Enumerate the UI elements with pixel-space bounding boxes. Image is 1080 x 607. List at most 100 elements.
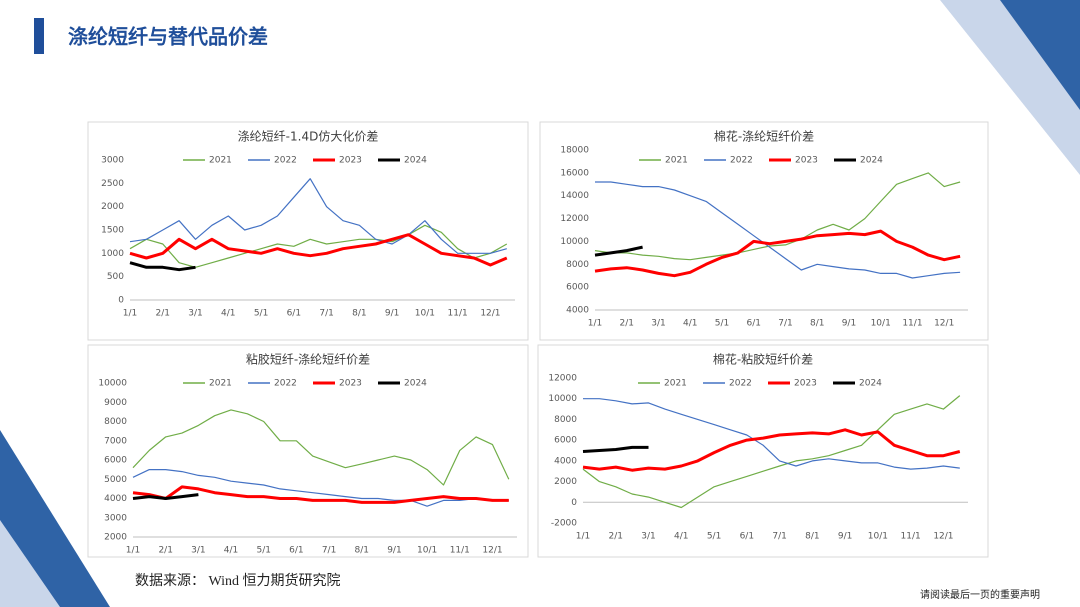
y-tick-label: 6000 [566, 283, 589, 293]
x-tick-label: 10/1 [415, 309, 435, 319]
x-tick-label: 9/1 [838, 532, 852, 542]
x-tick-label: 12/1 [934, 319, 954, 329]
title-bar [34, 18, 44, 54]
x-tick-label: 7/1 [322, 546, 336, 556]
x-tick-label: 5/1 [254, 309, 268, 319]
y-tick-label: 3000 [101, 156, 124, 166]
legend-label: 2024 [860, 156, 883, 166]
x-tick-label: 2/1 [609, 532, 623, 542]
y-tick-label: 12000 [548, 374, 577, 384]
y-tick-label: 4000 [566, 306, 589, 316]
x-tick-label: 12/1 [482, 546, 502, 556]
series-line [132, 493, 199, 500]
x-tick-label: 3/1 [191, 546, 205, 556]
chart-title: 涤纶短纤-1.4D仿大化价差 [238, 130, 379, 144]
x-tick-label: 3/1 [188, 309, 202, 319]
x-tick-label: 3/1 [641, 532, 655, 542]
y-tick-label: 16000 [560, 168, 589, 178]
legend-label: 2023 [795, 156, 818, 166]
y-tick-label: 12000 [560, 214, 589, 224]
chart-panel [539, 121, 989, 341]
series-line [129, 178, 507, 254]
legend-label: 2022 [274, 156, 297, 166]
y-tick-label: 6000 [104, 456, 127, 466]
y-tick-label: 1000 [101, 249, 124, 259]
y-tick-label: 0 [571, 498, 577, 508]
decor-triangle [1000, 0, 1080, 110]
x-tick-label: 8/1 [805, 532, 819, 542]
x-tick-label: 11/1 [901, 532, 921, 542]
legend-label: 2023 [339, 156, 362, 166]
x-tick-label: 5/1 [256, 546, 270, 556]
legend-label: 2021 [664, 379, 687, 389]
x-tick-label: 1/1 [576, 532, 590, 542]
x-tick-label: 7/1 [778, 319, 792, 329]
legend-label: 2022 [730, 156, 753, 166]
x-tick-label: 2/1 [620, 319, 634, 329]
y-tick-label: 2500 [101, 179, 124, 189]
x-tick-label: 9/1 [842, 319, 856, 329]
series-line [132, 485, 509, 504]
legend-label: 2021 [665, 156, 688, 166]
series-line [583, 398, 960, 470]
slide-title: 涤纶短纤与替代品价差 [68, 25, 268, 49]
x-tick-label: 9/1 [387, 546, 401, 556]
y-tick-label: 10000 [560, 237, 589, 247]
disclaimer: 请阅读最后一页的重要声明 [920, 588, 1040, 601]
x-tick-label: 11/1 [902, 319, 922, 329]
legend-label: 2024 [404, 379, 427, 389]
y-tick-label: 5000 [104, 475, 127, 485]
legend-label: 2022 [729, 379, 752, 389]
x-tick-label: 6/1 [287, 309, 301, 319]
y-tick-label: 8000 [566, 260, 589, 270]
y-tick-label: 6000 [554, 436, 577, 446]
x-tick-label: 4/1 [674, 532, 688, 542]
y-tick-label: 10000 [98, 379, 127, 389]
x-tick-label: 7/1 [319, 309, 333, 319]
series-line [594, 172, 961, 261]
x-tick-label: 8/1 [352, 309, 366, 319]
y-tick-label: 9000 [104, 398, 127, 408]
legend-label: 2022 [274, 379, 297, 389]
x-tick-label: 6/1 [746, 319, 760, 329]
y-tick-label: 14000 [560, 191, 589, 201]
series-line [132, 469, 509, 507]
legend-label: 2023 [339, 379, 362, 389]
y-tick-label: 2000 [104, 533, 127, 543]
y-tick-label: 7000 [104, 436, 127, 446]
x-tick-label: 2/1 [156, 309, 170, 319]
y-tick-label: -2000 [551, 519, 577, 529]
x-tick-label: 8/1 [810, 319, 824, 329]
chart-panel [87, 121, 529, 341]
series-line [595, 181, 961, 279]
chart-title: 棉花-粘胶短纤价差 [713, 352, 813, 367]
x-tick-label: 6/1 [289, 546, 303, 556]
series-line [594, 229, 961, 278]
x-tick-label: 4/1 [221, 309, 235, 319]
x-tick-label: 9/1 [385, 309, 399, 319]
series-line [582, 445, 649, 453]
y-tick-label: 2000 [101, 202, 124, 212]
y-tick-label: 8000 [104, 417, 127, 427]
legend-label: 2024 [859, 379, 882, 389]
x-tick-label: 7/1 [772, 532, 786, 542]
series-line [129, 261, 196, 272]
x-tick-label: 2/1 [158, 546, 172, 556]
series-line [594, 245, 643, 257]
x-tick-label: 5/1 [707, 532, 721, 542]
source: 数据来源： Wind 恒力期货研究院 [135, 572, 341, 589]
x-tick-label: 12/1 [933, 532, 953, 542]
chart-title: 棉花-涤纶短纤价差 [714, 129, 814, 144]
y-tick-label: 3000 [104, 513, 127, 523]
x-tick-label: 1/1 [126, 546, 140, 556]
legend-label: 2021 [209, 156, 232, 166]
x-tick-label: 1/1 [123, 309, 137, 319]
x-tick-label: 1/1 [588, 319, 602, 329]
x-tick-label: 4/1 [224, 546, 238, 556]
x-tick-label: 3/1 [651, 319, 665, 329]
x-tick-label: 10/1 [868, 532, 888, 542]
legend-label: 2023 [794, 379, 817, 389]
y-tick-label: 0 [118, 296, 124, 306]
x-tick-label: 4/1 [683, 319, 697, 329]
